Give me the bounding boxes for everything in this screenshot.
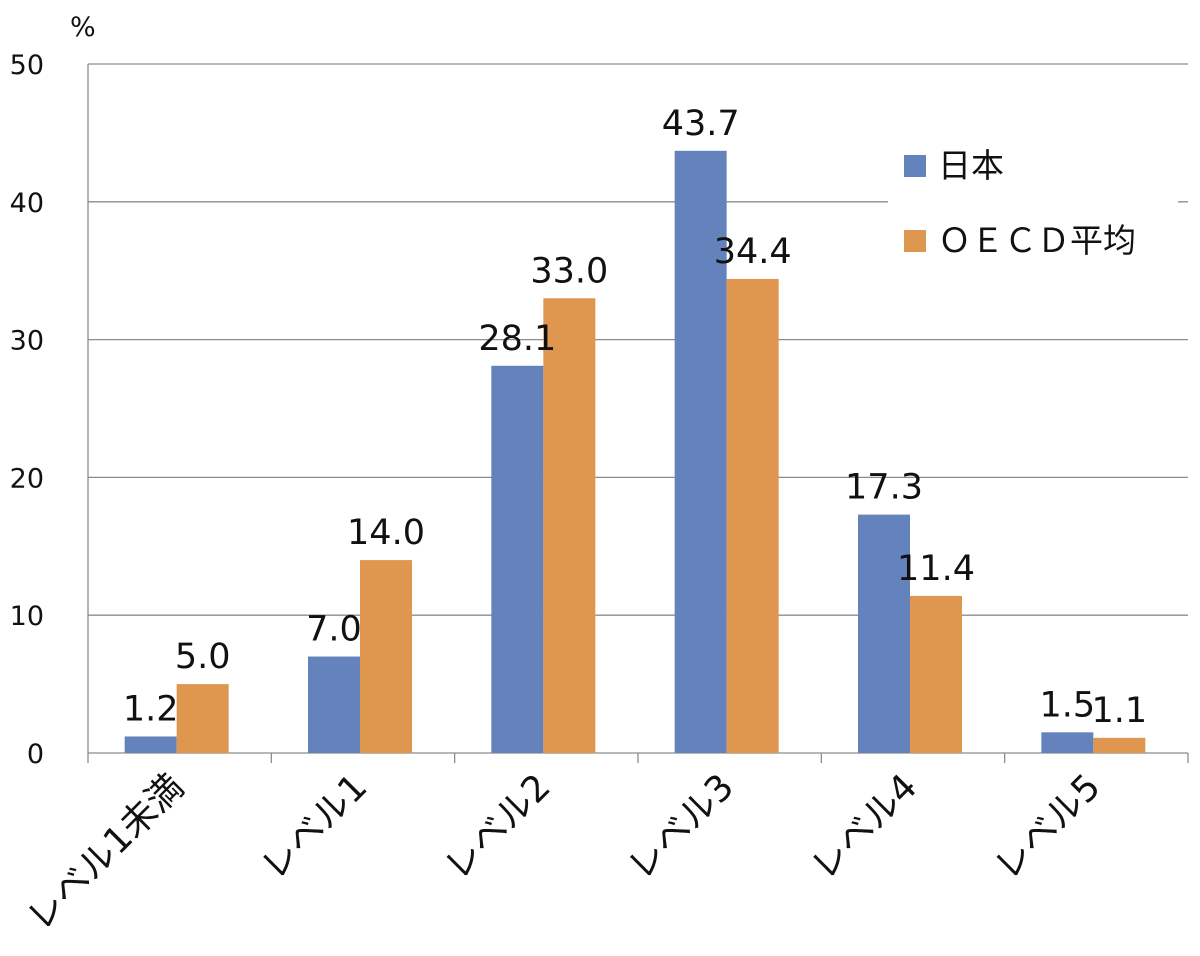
bar-japan	[308, 656, 360, 753]
legend-background	[888, 135, 1178, 285]
data-label: 1.1	[1091, 691, 1147, 731]
x-category-label: レベル1未満	[20, 766, 192, 938]
bar-oecd-average	[360, 560, 412, 753]
bar-japan	[1041, 732, 1094, 753]
data-label: 11.4	[897, 549, 975, 589]
y-tick-label: 40	[10, 188, 44, 219]
bar-oecd-average	[726, 278, 779, 753]
bar-japan	[674, 150, 727, 754]
data-label: 34.4	[714, 232, 792, 272]
bar-oecd-average	[910, 595, 962, 753]
legend-swatch	[904, 230, 926, 252]
y-tick-label: 0	[27, 739, 44, 770]
data-label: 33.0	[530, 251, 608, 291]
bar-oecd-average	[176, 684, 229, 753]
x-category-label: レベル4	[804, 766, 926, 888]
y-tick-label: 30	[10, 326, 44, 357]
data-label: 43.7	[662, 104, 740, 144]
legend-label: 日本	[938, 146, 1004, 185]
bar-japan	[491, 365, 544, 753]
data-label: 5.0	[175, 637, 231, 677]
legend-label: ＯＥＣＤ平均	[938, 221, 1136, 260]
legend-swatch	[904, 155, 926, 177]
data-label: 1.2	[123, 689, 179, 729]
x-category-label: レベル1	[254, 766, 376, 888]
y-tick-label: 50	[10, 50, 44, 81]
data-label: 7.0	[306, 610, 362, 650]
data-label: 28.1	[478, 319, 556, 359]
x-category-label: レベル5	[987, 766, 1109, 888]
bar-oecd-average	[543, 298, 596, 753]
legend: 日本 ＯＥＣＤ平均	[888, 135, 1178, 285]
bar-japan	[858, 514, 910, 753]
data-label: 1.5	[1039, 685, 1095, 725]
data-label: 17.3	[845, 468, 923, 508]
y-tick-label: 10	[10, 601, 44, 632]
x-category-label: レベル2	[437, 766, 559, 888]
y-axis-unit-label: %	[70, 12, 96, 43]
bar-oecd-average	[1093, 737, 1146, 753]
bar-japan	[124, 736, 177, 753]
x-category-label: レベル3	[620, 766, 742, 888]
y-tick-label: 20	[10, 463, 44, 494]
data-label: 14.0	[347, 513, 425, 553]
